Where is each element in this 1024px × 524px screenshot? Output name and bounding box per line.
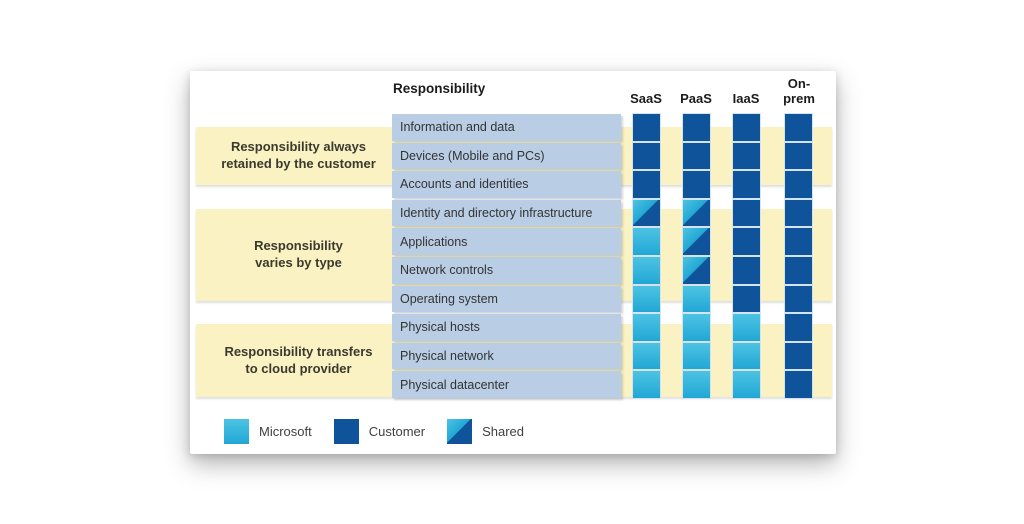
cell-column-saas — [633, 114, 660, 398]
matrix-cell — [785, 114, 812, 141]
matrix-cell — [683, 314, 710, 341]
shared-responsibility-diagram: Responsibility always retained by the cu… — [190, 71, 836, 454]
legend-label: Shared — [482, 424, 525, 439]
matrix-cell — [683, 142, 710, 170]
matrix-cell — [733, 285, 760, 313]
matrix-cell — [683, 171, 710, 198]
matrix-cell — [683, 256, 710, 284]
matrix-cell — [785, 199, 812, 227]
row-label-text: Devices (Mobile and PCs) — [400, 148, 545, 163]
matrix-cell — [633, 256, 660, 284]
row-label: Applications — [392, 228, 621, 255]
row-label: Identity and directory infrastructure — [392, 199, 621, 227]
row-label-text: Network controls — [400, 263, 494, 278]
matrix-cell — [633, 371, 660, 398]
matrix-cell — [785, 228, 812, 255]
responsibility-column-header: Responsibility — [393, 81, 486, 96]
row-label: Operating system — [392, 285, 621, 313]
row-label-text: Information and data — [400, 120, 515, 135]
matrix-cell — [733, 371, 760, 398]
matrix-cell — [683, 371, 710, 398]
row-label: Network controls — [392, 256, 621, 284]
service-model-headers: SaaS PaaS IaaS On-prem — [630, 71, 833, 109]
matrix-cell — [683, 285, 710, 313]
matrix-cell — [785, 371, 812, 398]
row-label: Physical network — [392, 342, 621, 370]
customer-swatch-icon — [333, 419, 359, 444]
matrix-cell — [733, 228, 760, 255]
group-band-label: Responsibility varies by type — [254, 238, 343, 270]
matrix-cell — [785, 142, 812, 170]
cell-column-paas — [683, 114, 710, 398]
matrix-cell — [633, 228, 660, 255]
matrix-cell — [733, 199, 760, 227]
matrix-cell — [785, 171, 812, 198]
matrix-cell — [733, 171, 760, 198]
group-band-label: Responsibility always retained by the cu… — [221, 139, 376, 171]
cell-column-iaas — [733, 114, 760, 398]
legend-label: Microsoft — [259, 424, 312, 439]
row-label-text: Physical datacenter — [400, 377, 510, 392]
column-header-onprem: On-prem — [783, 76, 815, 106]
matrix-cell — [785, 314, 812, 341]
matrix-cell — [785, 342, 812, 370]
matrix-cell — [733, 342, 760, 370]
row-label-text: Operating system — [400, 291, 498, 306]
legend-item-customer: Customer — [333, 419, 426, 444]
matrix-cell — [683, 114, 710, 141]
row-label: Physical datacenter — [392, 371, 621, 398]
matrix-cell — [733, 256, 760, 284]
matrix-cell — [633, 199, 660, 227]
row-label-text: Physical hosts — [400, 320, 480, 335]
matrix-cell — [683, 342, 710, 370]
cell-column-onprem — [785, 114, 812, 398]
column-header-iaas: IaaS — [732, 90, 760, 106]
column-header-saas: SaaS — [630, 90, 662, 106]
microsoft-swatch-icon — [224, 419, 249, 444]
row-label-text: Identity and directory infrastructure — [400, 206, 593, 221]
matrix-cell — [633, 314, 660, 341]
matrix-cell — [633, 285, 660, 313]
row-label: Information and data — [392, 114, 621, 141]
shared-swatch-icon — [447, 419, 473, 444]
matrix-cell — [683, 199, 710, 227]
matrix-cell — [633, 114, 660, 141]
matrix-cell — [733, 114, 760, 141]
legend-item-shared: Shared — [447, 419, 524, 444]
row-label-text: Physical network — [400, 349, 494, 364]
row-label-text: Applications — [400, 234, 468, 249]
matrix-cell — [683, 228, 710, 255]
matrix-cell — [733, 314, 760, 341]
matrix-cells — [633, 114, 833, 400]
matrix-cell — [633, 142, 660, 170]
matrix-cell — [633, 171, 660, 198]
group-band-label: Responsibility transfers to cloud provid… — [224, 343, 373, 376]
responsibility-row-list: Information and data Devices (Mobile and … — [392, 114, 621, 398]
matrix-cell — [733, 142, 760, 170]
column-header-paas: PaaS — [680, 90, 712, 106]
row-label: Physical hosts — [392, 314, 621, 341]
matrix-cell — [633, 342, 660, 370]
row-label: Accounts and identities — [392, 171, 621, 198]
legend-label: Customer — [368, 424, 426, 439]
legend-item-microsoft: Microsoft — [224, 419, 312, 444]
legend: Microsoft Customer Shared — [224, 419, 524, 444]
matrix-cell — [785, 256, 812, 284]
row-label-text: Accounts and identities — [400, 177, 529, 192]
matrix-cell — [785, 285, 812, 313]
row-label: Devices (Mobile and PCs) — [392, 142, 621, 170]
